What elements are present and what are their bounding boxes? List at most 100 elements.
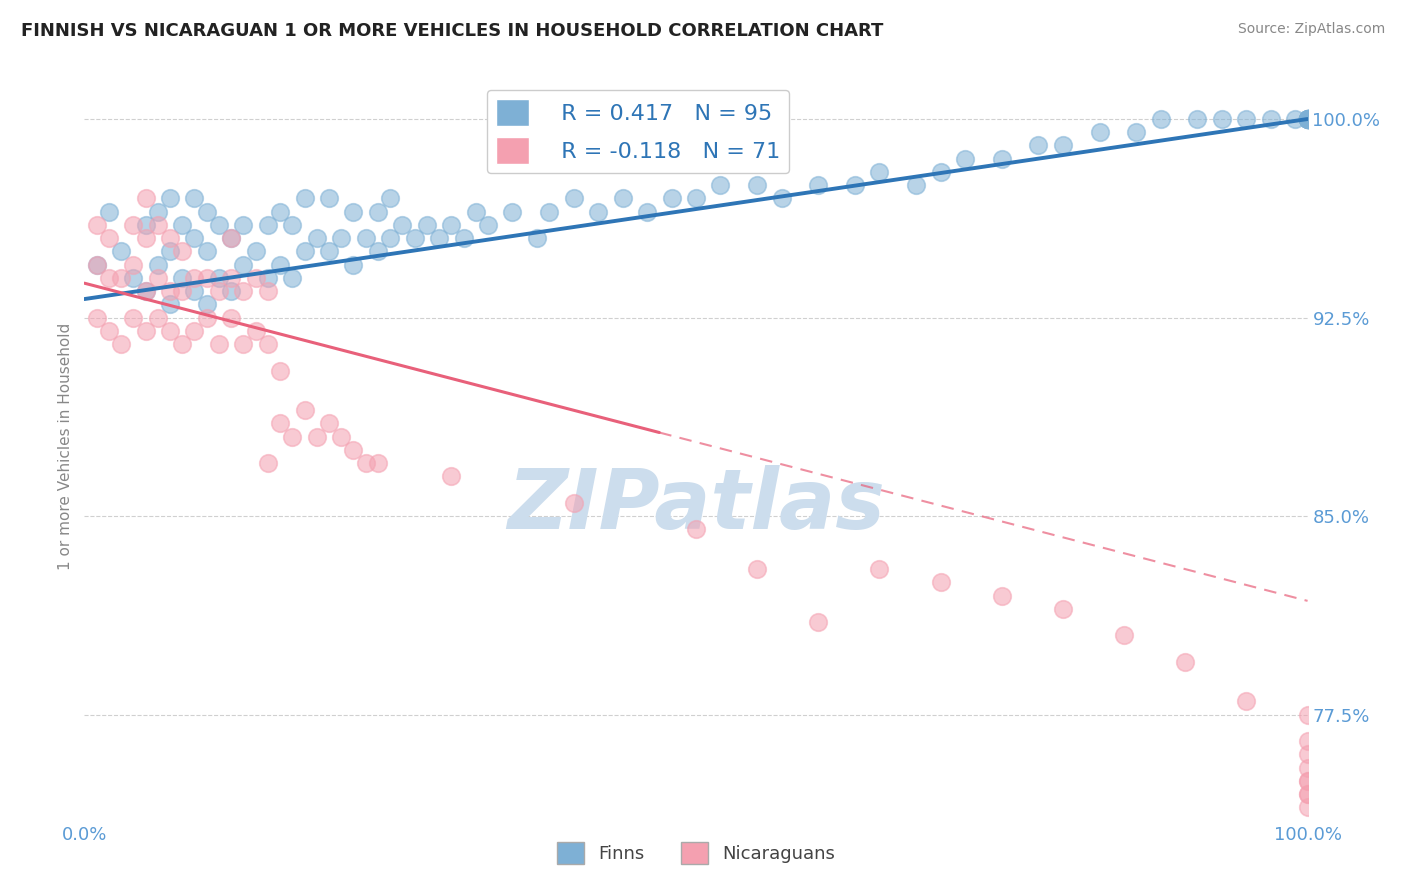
Point	[183, 191, 205, 205]
Point	[709, 178, 731, 193]
Point	[1260, 112, 1282, 126]
Point	[257, 456, 280, 470]
Point	[195, 244, 218, 259]
Point	[562, 191, 585, 205]
Point	[183, 284, 205, 298]
Point	[453, 231, 475, 245]
Point	[86, 218, 108, 232]
Point	[305, 231, 328, 245]
Point	[97, 204, 120, 219]
Point	[354, 231, 377, 245]
Point	[953, 152, 976, 166]
Point	[342, 258, 364, 272]
Legend: Finns, Nicaraguans: Finns, Nicaraguans	[550, 835, 842, 871]
Point	[232, 284, 254, 298]
Point	[195, 310, 218, 325]
Point	[146, 204, 169, 219]
Point	[294, 191, 316, 205]
Point	[245, 324, 267, 338]
Point	[1296, 112, 1319, 126]
Point	[159, 244, 181, 259]
Point	[219, 310, 242, 325]
Point	[330, 231, 353, 245]
Point	[159, 284, 181, 298]
Point	[380, 191, 402, 205]
Point	[135, 284, 157, 298]
Point	[159, 297, 181, 311]
Point	[135, 191, 157, 205]
Point	[1296, 112, 1319, 126]
Point	[1296, 112, 1319, 126]
Point	[367, 456, 389, 470]
Point	[159, 191, 181, 205]
Point	[685, 522, 707, 536]
Point	[97, 231, 120, 245]
Point	[1296, 761, 1319, 775]
Point	[1125, 125, 1147, 139]
Point	[122, 271, 145, 285]
Point	[416, 218, 439, 232]
Point	[1088, 125, 1111, 139]
Point	[257, 284, 280, 298]
Point	[330, 430, 353, 444]
Point	[110, 244, 132, 259]
Point	[1296, 112, 1319, 126]
Point	[172, 284, 194, 298]
Point	[219, 231, 242, 245]
Point	[1236, 112, 1258, 126]
Point	[208, 337, 231, 351]
Point	[135, 324, 157, 338]
Point	[747, 178, 769, 193]
Y-axis label: 1 or more Vehicles in Household: 1 or more Vehicles in Household	[58, 322, 73, 570]
Point	[367, 204, 389, 219]
Point	[245, 244, 267, 259]
Point	[208, 218, 231, 232]
Point	[146, 310, 169, 325]
Point	[195, 204, 218, 219]
Point	[318, 244, 340, 259]
Point	[219, 271, 242, 285]
Point	[86, 258, 108, 272]
Point	[747, 562, 769, 576]
Point	[172, 218, 194, 232]
Point	[636, 204, 658, 219]
Point	[232, 258, 254, 272]
Point	[183, 231, 205, 245]
Point	[1296, 112, 1319, 126]
Point	[257, 337, 280, 351]
Point	[661, 191, 683, 205]
Point	[502, 204, 524, 219]
Point	[172, 337, 194, 351]
Point	[1296, 112, 1319, 126]
Point	[245, 271, 267, 285]
Point	[269, 258, 291, 272]
Point	[1296, 734, 1319, 748]
Point	[232, 337, 254, 351]
Point	[562, 496, 585, 510]
Text: Source: ZipAtlas.com: Source: ZipAtlas.com	[1237, 22, 1385, 37]
Point	[1052, 602, 1074, 616]
Point	[1296, 747, 1319, 762]
Point	[318, 417, 340, 431]
Point	[1296, 112, 1319, 126]
Point	[1296, 112, 1319, 126]
Point	[1296, 773, 1319, 788]
Point	[770, 191, 793, 205]
Point	[183, 324, 205, 338]
Point	[526, 231, 548, 245]
Point	[1296, 707, 1319, 722]
Point	[586, 204, 609, 219]
Point	[404, 231, 426, 245]
Point	[1114, 628, 1136, 642]
Point	[1296, 112, 1319, 126]
Point	[1296, 112, 1319, 126]
Point	[427, 231, 450, 245]
Point	[1284, 112, 1306, 126]
Point	[1028, 138, 1050, 153]
Point	[219, 284, 242, 298]
Point	[257, 218, 280, 232]
Point	[159, 324, 181, 338]
Point	[869, 562, 891, 576]
Point	[905, 178, 928, 193]
Point	[232, 218, 254, 232]
